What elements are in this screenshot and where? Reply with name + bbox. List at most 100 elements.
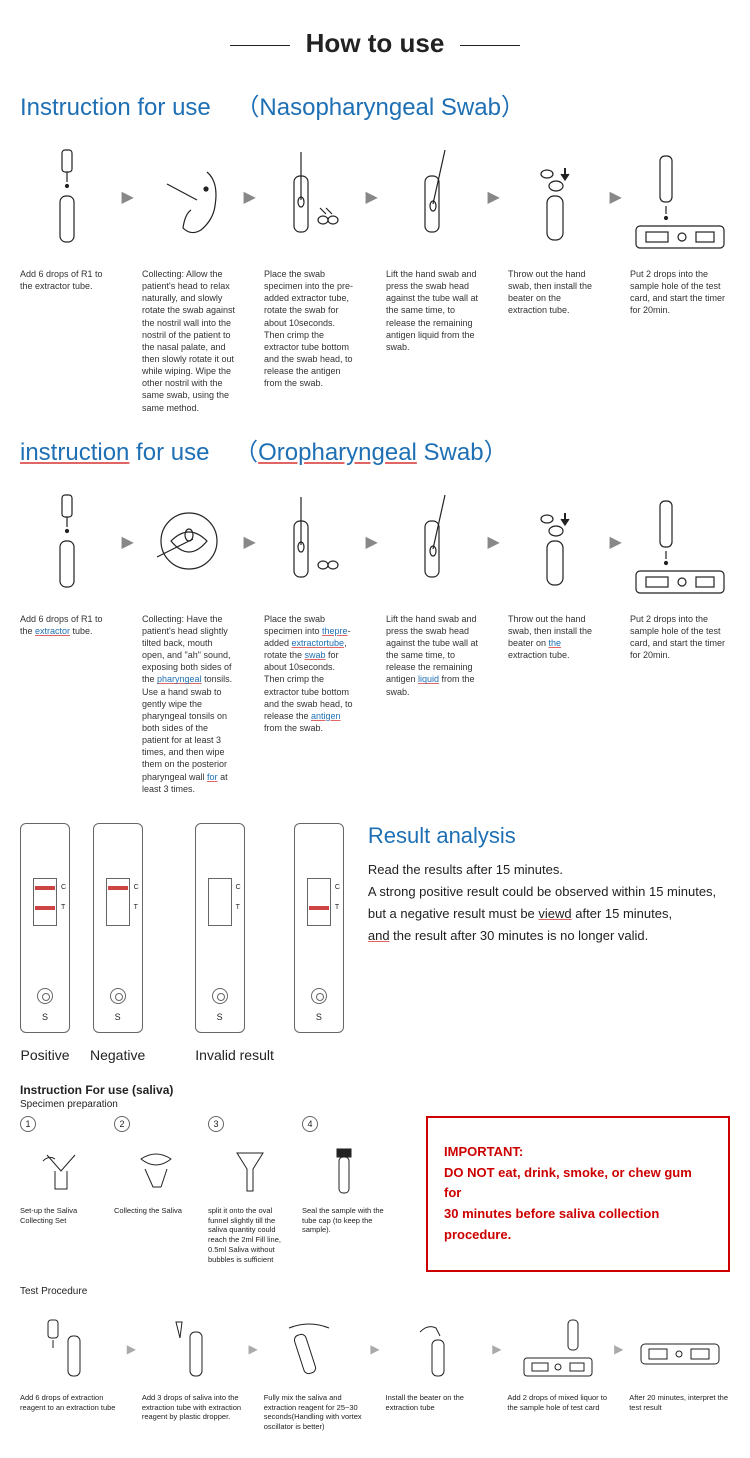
saliva-prep-2: 2 Collecting the Saliva [114, 1116, 198, 1272]
step-3: Place the swab specimen into thepre-adde… [264, 477, 357, 795]
saliva-proc-row: Add 6 drops of extraction reagent to an … [0, 1303, 750, 1452]
step-text: Lift the hand swab and press the swab he… [386, 262, 479, 353]
important-warning: IMPORTANT: DO NOT eat, drink, smoke, or … [426, 1116, 730, 1272]
step-2: Collecting: Have the patient's head slig… [142, 477, 235, 795]
step-text: Add 6 drops of R1 to the extractor tube. [20, 262, 113, 292]
cassette-label: Positive [20, 1047, 69, 1063]
saliva-prep-label: Specimen preparation [0, 1099, 750, 1116]
step-text: Add 6 drops of R1 to the extractor tube. [20, 607, 113, 637]
title-mid: for use [129, 439, 209, 466]
cassette-positive: CTS Positive [20, 823, 70, 1063]
title-sub: （Oropharyngeal Swab） [234, 439, 507, 466]
step-1: Add 6 drops of R1 to the extractor tube. [20, 132, 113, 414]
cassette-group: CTS Positive CTS Negative CTS Invalid re… [20, 823, 344, 1063]
step-5: Throw out the hand swab, then install th… [508, 132, 601, 414]
press-swab-icon [386, 477, 479, 607]
arrow-icon: ▶ [612, 1309, 625, 1389]
arrow-icon: ▶ [607, 132, 624, 262]
title-prefix: instruction [20, 439, 129, 466]
page-title: How to use [0, 0, 750, 77]
arrow-icon: ▶ [363, 132, 380, 262]
oropharyngeal-section: instruction for use （Oropharyngeal Swab）… [0, 422, 750, 803]
mouth-swab-icon [142, 477, 235, 607]
cassette-drop-icon [630, 477, 730, 607]
saliva-prep-3: 3 split it onto the oval funnel slightly… [208, 1116, 292, 1272]
funnel-icon [208, 1136, 292, 1206]
swab-tube-icon [264, 132, 357, 262]
proc-2: Add 3 drops of saliva into the extractio… [142, 1309, 243, 1422]
saliva-header: Instruction For use (saliva) [0, 1073, 750, 1099]
saliva-prep-4: 4 Seal the sample with the tube cap (to … [302, 1116, 386, 1272]
nasopharyngeal-section: Instruction for use （Nasopharyngeal Swab… [0, 77, 750, 422]
step-text: Collecting: Allow the patient's head to … [142, 262, 235, 414]
step-6: Put 2 drops into the sample hole of the … [630, 477, 730, 795]
press-swab-icon [386, 132, 479, 262]
dropper-icon [142, 1309, 243, 1389]
step-text: Place the swab specimen into the pre-add… [264, 262, 357, 389]
lips-icon [114, 1136, 198, 1206]
proc-4: Install the beater on the extraction tub… [386, 1309, 487, 1413]
cassette-label: Invalid result [195, 1047, 274, 1063]
title-sub: （Nasopharyngeal Swab） [235, 94, 525, 121]
step-text: Throw out the hand swab, then install th… [508, 607, 601, 662]
oropharyngeal-title: instruction for use （Oropharyngeal Swab） [20, 432, 730, 467]
read-result-icon [629, 1309, 730, 1389]
step-4: Lift the hand swab and press the swab he… [386, 132, 479, 414]
saliva-proc-label: Test Procedure [0, 1272, 750, 1303]
arrow-icon: ▶ [368, 1309, 381, 1389]
cassette-invalid-1: CTS Invalid result [165, 823, 274, 1063]
install-beater-icon [386, 1309, 487, 1389]
arrow-icon: ▶ [119, 477, 136, 607]
cap-tube-icon [508, 132, 601, 262]
seal-tube-icon [302, 1136, 386, 1206]
drops-icon [20, 477, 113, 607]
cassette-invalid-2: CTS [294, 823, 344, 1063]
cassette-negative: CTS Negative [90, 823, 145, 1063]
result-title: Result analysis [368, 823, 730, 849]
step-text: Collecting: Have the patient's head slig… [142, 607, 235, 795]
step-6: Put 2 drops into the sample hole of the … [630, 132, 730, 414]
reagent-drops-icon [20, 1309, 121, 1389]
step-text: Lift the hand swab and press the swab he… [386, 607, 479, 698]
cap-tube-icon [508, 477, 601, 607]
arrow-icon: ▶ [119, 132, 136, 262]
step-1: Add 6 drops of R1 to the extractor tube. [20, 477, 113, 795]
nose-swab-icon [142, 132, 235, 262]
saliva-prep-row: 1 Set-up the Saliva Collecting Set 2 Col… [0, 1116, 750, 1272]
title-prefix: Instruction for use [20, 94, 211, 121]
oropharyngeal-steps: Add 6 drops of R1 to the extractor tube.… [20, 477, 730, 795]
cassette-label: Negative [90, 1047, 145, 1063]
nasopharyngeal-steps: Add 6 drops of R1 to the extractor tube.… [20, 132, 730, 414]
arrow-icon: ▶ [607, 477, 624, 607]
arrow-icon: ▶ [490, 1309, 503, 1389]
drops-icon [20, 132, 113, 262]
saliva-prep-1: 1 Set-up the Saliva Collecting Set [20, 1116, 104, 1272]
proc-3: Fully mix the saliva and extraction reag… [264, 1309, 365, 1432]
result-analysis-section: CTS Positive CTS Negative CTS Invalid re… [0, 803, 750, 1073]
step-text: Put 2 drops into the sample hole of the … [630, 262, 730, 317]
result-text-block: Result analysis Read the results after 1… [360, 823, 730, 1063]
step-text: Throw out the hand swab, then install th… [508, 262, 601, 317]
step-2: Collecting: Allow the patient's head to … [142, 132, 235, 414]
step-4: Lift the hand swab and press the swab he… [386, 477, 479, 795]
arrow-icon: ▶ [485, 132, 502, 262]
step-3: Place the swab specimen into the pre-add… [264, 132, 357, 414]
proc-6: After 20 minutes, interpret the test res… [629, 1309, 730, 1413]
cassette-drop-icon [507, 1309, 608, 1389]
arrow-icon: ▶ [241, 477, 258, 607]
result-body: Read the results after 15 minutes. A str… [368, 859, 730, 947]
arrow-icon: ▶ [241, 132, 258, 262]
setup-icon [20, 1136, 104, 1206]
step-text: Put 2 drops into the sample hole of the … [630, 607, 730, 662]
nasopharyngeal-title: Instruction for use （Nasopharyngeal Swab… [20, 87, 730, 122]
mix-icon [264, 1309, 365, 1389]
proc-5: Add 2 drops of mixed liquor to the sampl… [507, 1309, 608, 1413]
arrow-icon: ▶ [485, 477, 502, 607]
arrow-icon: ▶ [125, 1309, 138, 1389]
arrow-icon: ▶ [247, 1309, 260, 1389]
step-5: Throw out the hand swab, then install th… [508, 477, 601, 795]
arrow-icon: ▶ [363, 477, 380, 607]
proc-1: Add 6 drops of extraction reagent to an … [20, 1309, 121, 1413]
step-text: Place the swab specimen into thepre-adde… [264, 607, 357, 734]
cassette-drop-icon [630, 132, 730, 262]
